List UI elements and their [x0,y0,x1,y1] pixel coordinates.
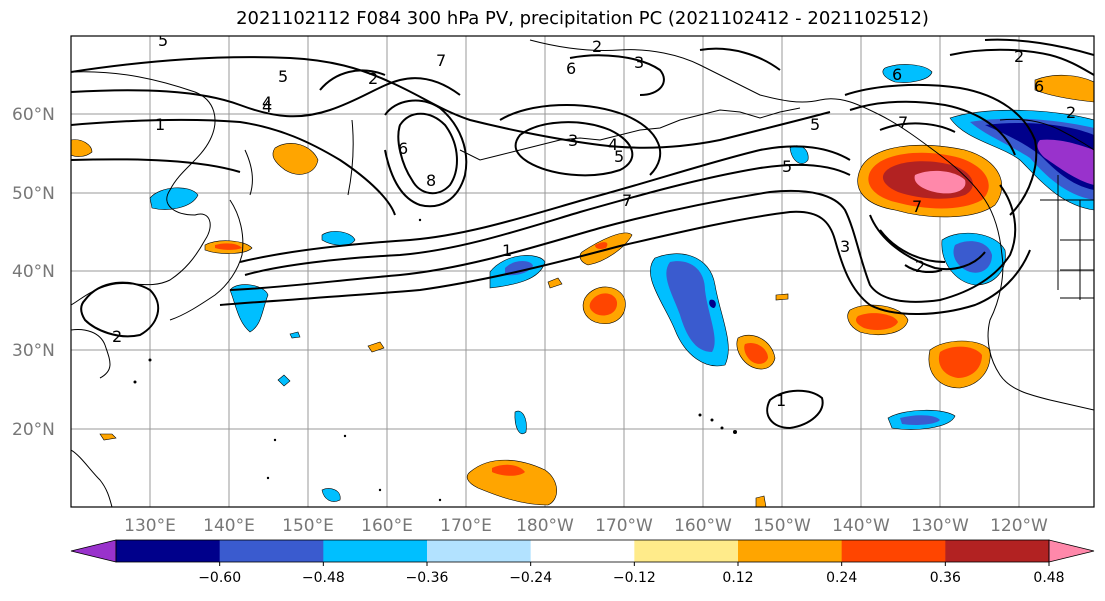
svg-text:6: 6 [1034,77,1044,96]
colorbar-tick-label: 0.24 [826,570,857,586]
svg-text:4: 4 [608,135,618,154]
svg-text:7: 7 [622,191,632,210]
lat-label: 60°N [12,105,55,125]
colorbar-tick-label: −0.60 [198,570,241,586]
lat-label: 20°N [12,420,55,440]
colorbar-swatch [738,540,843,562]
lat-label: 40°N [12,262,55,282]
svg-text:7: 7 [912,197,922,216]
lon-label: 170°W [595,516,653,536]
svg-text:8: 8 [426,171,436,190]
pv-contour-labels: 5 2 7 2 6 3 1 4 5 2 6 3 4 8 5 5 6 7 1 2 … [112,31,1076,410]
colorbar-outline [115,539,1050,563]
lat-label: 30°N [12,341,55,361]
colorbar-tick-label: 0.12 [722,570,753,586]
svg-text:4: 4 [262,97,272,116]
colorbar-swatch [427,540,532,562]
lat-label: 50°N [12,184,55,204]
svg-text:6: 6 [566,59,576,78]
colorbar-swatch [116,540,221,562]
map-title: 2021102112 F084 300 hPa PV, precipitatio… [236,8,929,29]
svg-text:2: 2 [368,69,378,88]
lon-label: 130°E [124,516,176,536]
svg-text:2: 2 [592,37,602,56]
colorbar-tick-label: 0.36 [930,570,961,586]
colorbar-tick-label: −0.48 [302,570,345,586]
colorbar-swatch [945,540,1050,562]
svg-text:7: 7 [436,51,446,70]
lon-label: 140°E [203,516,255,536]
svg-text:3: 3 [634,53,644,72]
colorbar-swatch [323,540,428,562]
lon-label: 120°W [990,516,1048,536]
colorbar-swatch [530,540,635,562]
svg-text:6: 6 [892,65,902,84]
colorbar-ticks: −0.60 −0.48 −0.36 −0.24 −0.12 0.12 0.24 0.36 0.4… [198,562,1065,586]
svg-text:5: 5 [158,31,168,50]
colorbar-extend-low [70,539,117,563]
svg-text:5: 5 [810,115,820,134]
svg-text:1: 1 [776,391,786,410]
lon-label: 150°W [753,516,811,536]
colorbar-swatch [634,540,739,562]
svg-text:3: 3 [568,131,578,150]
svg-text:2: 2 [112,327,122,346]
latitude-labels: 60°N 50°N 40°N 30°N 20°N [12,105,55,440]
colorbar-swatch [219,540,324,562]
svg-text:4: 4 [262,93,272,112]
svg-text:1: 1 [155,115,165,134]
islands [133,218,737,502]
colorbar-tick-label: −0.36 [406,570,449,586]
lon-label: 140°W [832,516,890,536]
svg-text:2: 2 [915,257,925,276]
lon-label: 160°E [361,516,413,536]
lon-label: 130°W [911,516,969,536]
colorbar-extend-high [1048,539,1095,563]
colorbar-tick-label: −0.12 [613,570,656,586]
lon-label: 150°E [282,516,334,536]
colorbar-swatch [841,540,946,562]
svg-text:5: 5 [782,157,792,176]
svg-text:2: 2 [1014,47,1024,66]
colorbar-tick-label: 0.48 [1033,570,1064,586]
svg-text:2: 2 [1066,103,1076,122]
svg-text:6: 6 [398,139,408,158]
svg-text:3: 3 [840,237,850,256]
lon-label: 160°W [674,516,732,536]
svg-text:5: 5 [278,67,288,86]
longitude-labels: 130°E 140°E 150°E 160°E 170°E 180°W 170°… [124,516,1048,536]
pv-contours [71,38,1094,430]
svg-text:7: 7 [898,113,908,132]
svg-text:5: 5 [614,147,624,166]
gridlines [71,36,1094,507]
lon-label: 170°E [440,516,492,536]
colorbar-tick-label: −0.24 [509,570,552,586]
colorbar [70,539,1095,563]
lon-label: 180°W [516,516,574,536]
svg-text:1: 1 [502,241,512,260]
map-border [70,35,1095,508]
